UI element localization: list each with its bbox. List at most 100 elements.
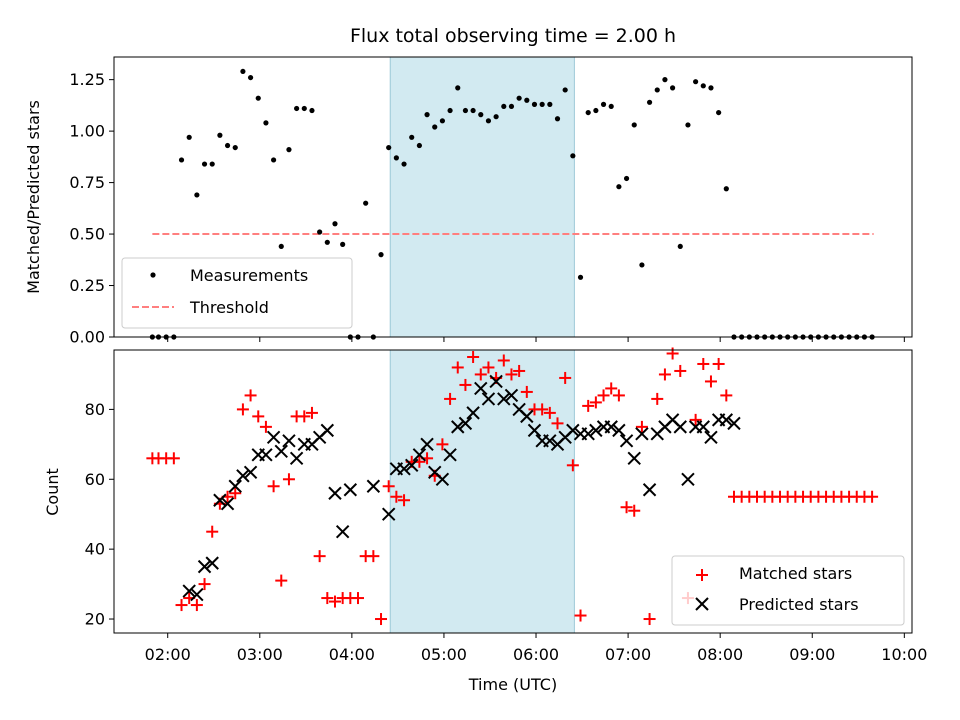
predicted-stars-point xyxy=(197,559,212,574)
predicted-stars-point xyxy=(589,423,603,438)
matched-stars-point xyxy=(275,574,288,587)
predicted-stars-point xyxy=(543,434,557,448)
predicted-stars-point xyxy=(412,448,427,462)
predicted-stars-point xyxy=(274,444,288,459)
measurement-point xyxy=(662,77,668,83)
measurement-point xyxy=(209,161,215,167)
measurement-point xyxy=(340,241,346,247)
matched-stars-point xyxy=(382,480,395,493)
measurement-point xyxy=(531,101,538,107)
y-tick-label: 60 xyxy=(85,470,105,489)
matched-stars-point xyxy=(612,389,625,402)
y-tick-label: 0.50 xyxy=(69,225,105,244)
predicted-stars-point xyxy=(489,374,503,389)
measurement-point xyxy=(278,243,284,250)
matched-stars-point xyxy=(259,420,272,433)
matched-stars-point xyxy=(236,403,249,416)
matched-stars-point xyxy=(175,599,188,612)
matched-stars-point xyxy=(313,550,326,563)
predicted-stars-point xyxy=(366,479,381,493)
matched-stars-point xyxy=(459,378,472,391)
bottom-y-axis-label: Count xyxy=(43,468,62,516)
x-tick-label: 02:00 xyxy=(145,645,191,664)
top-y-axis-label: Matched/Predicted stars xyxy=(24,100,43,294)
measurement-point xyxy=(593,107,599,114)
measurement-point xyxy=(654,87,660,93)
y-tick-label: 40 xyxy=(85,540,105,559)
matched-stars-point xyxy=(543,406,556,419)
predicted-stars-point xyxy=(696,420,710,434)
matched-stars-point xyxy=(328,595,341,608)
matched-stars-point xyxy=(674,364,687,377)
measurement-point xyxy=(623,175,630,182)
matched-stars-point xyxy=(267,480,280,493)
measurement-point xyxy=(470,107,476,114)
measurement-point xyxy=(178,157,185,163)
measurement-point xyxy=(639,262,645,268)
measurement-point xyxy=(386,144,392,151)
predicted-stars-point xyxy=(612,423,626,438)
matched-stars-point xyxy=(167,452,180,465)
matched-stars-point xyxy=(444,392,457,405)
predicted-stars-point xyxy=(458,416,473,431)
shaded-interval xyxy=(390,350,575,633)
predicted-stars-point xyxy=(466,406,480,420)
x-tick-label: 10:00 xyxy=(881,645,927,664)
matched-stars-point xyxy=(866,490,879,503)
bottom-plot-frame xyxy=(113,349,913,634)
measurement-point xyxy=(646,99,653,105)
measurement-point xyxy=(723,186,729,192)
matched-stars-point xyxy=(229,487,242,500)
measurement-point xyxy=(516,95,522,101)
measurement-point xyxy=(554,116,561,122)
matched-stars-point xyxy=(482,361,495,374)
predicted-stars-point xyxy=(481,392,496,406)
matched-stars-point xyxy=(398,494,411,507)
matched-stars-point xyxy=(352,592,365,605)
measurement-point xyxy=(317,229,323,235)
measurement-point xyxy=(685,122,691,128)
measurement-point xyxy=(716,109,722,116)
legend-measurements-marker xyxy=(150,272,156,278)
matched-stars-point xyxy=(704,375,717,388)
measurement-point xyxy=(409,134,415,140)
matched-stars-point xyxy=(597,389,610,402)
predicted-stars-point xyxy=(320,423,335,438)
measurement-point xyxy=(378,252,384,258)
y-tick-label: 1.00 xyxy=(69,122,105,141)
matched-stars-point xyxy=(697,357,710,370)
matched-stars-point xyxy=(620,501,633,514)
top-panel: 0.00 0.25 0.50 0.75 1.00 1.25 Flux total obse… xyxy=(24,25,913,347)
y-tick-label: 0.25 xyxy=(69,276,105,295)
predicted-stars-point xyxy=(443,448,457,462)
matched-stars-point xyxy=(628,504,641,517)
measurement-point xyxy=(401,161,407,167)
y-tick-label: 20 xyxy=(85,610,105,629)
predicted-stars-point xyxy=(673,420,687,434)
predicted-stars-point xyxy=(619,434,634,448)
matched-stars-point xyxy=(298,410,311,423)
predicted-stars-point xyxy=(504,388,519,403)
predicted-stars-point xyxy=(627,451,641,466)
predicted-stars-point xyxy=(642,483,657,497)
matched-stars-point xyxy=(436,438,449,451)
predicted-stars-point xyxy=(635,427,649,441)
measurement-point xyxy=(631,122,637,128)
legend-threshold-label: Threshold xyxy=(189,298,269,317)
legend-matched-label: Matched stars xyxy=(739,564,852,583)
measurement-point xyxy=(524,97,530,103)
matched-stars-point xyxy=(305,406,318,419)
legend-matched-marker xyxy=(696,569,708,581)
predicted-stars-point xyxy=(397,462,411,476)
predicted-stars-point xyxy=(451,420,465,434)
matched-stars-point xyxy=(206,525,219,538)
matched-stars-point xyxy=(651,392,664,405)
measurement-point xyxy=(600,101,607,107)
measurement-point xyxy=(478,112,484,118)
predicted-stars-point xyxy=(474,381,488,396)
matched-stars-point xyxy=(474,368,487,381)
measurement-point xyxy=(616,184,622,190)
measurement-point xyxy=(585,109,591,116)
y-tick-label: 0.75 xyxy=(69,173,105,192)
predicted-stars-point xyxy=(381,507,396,521)
